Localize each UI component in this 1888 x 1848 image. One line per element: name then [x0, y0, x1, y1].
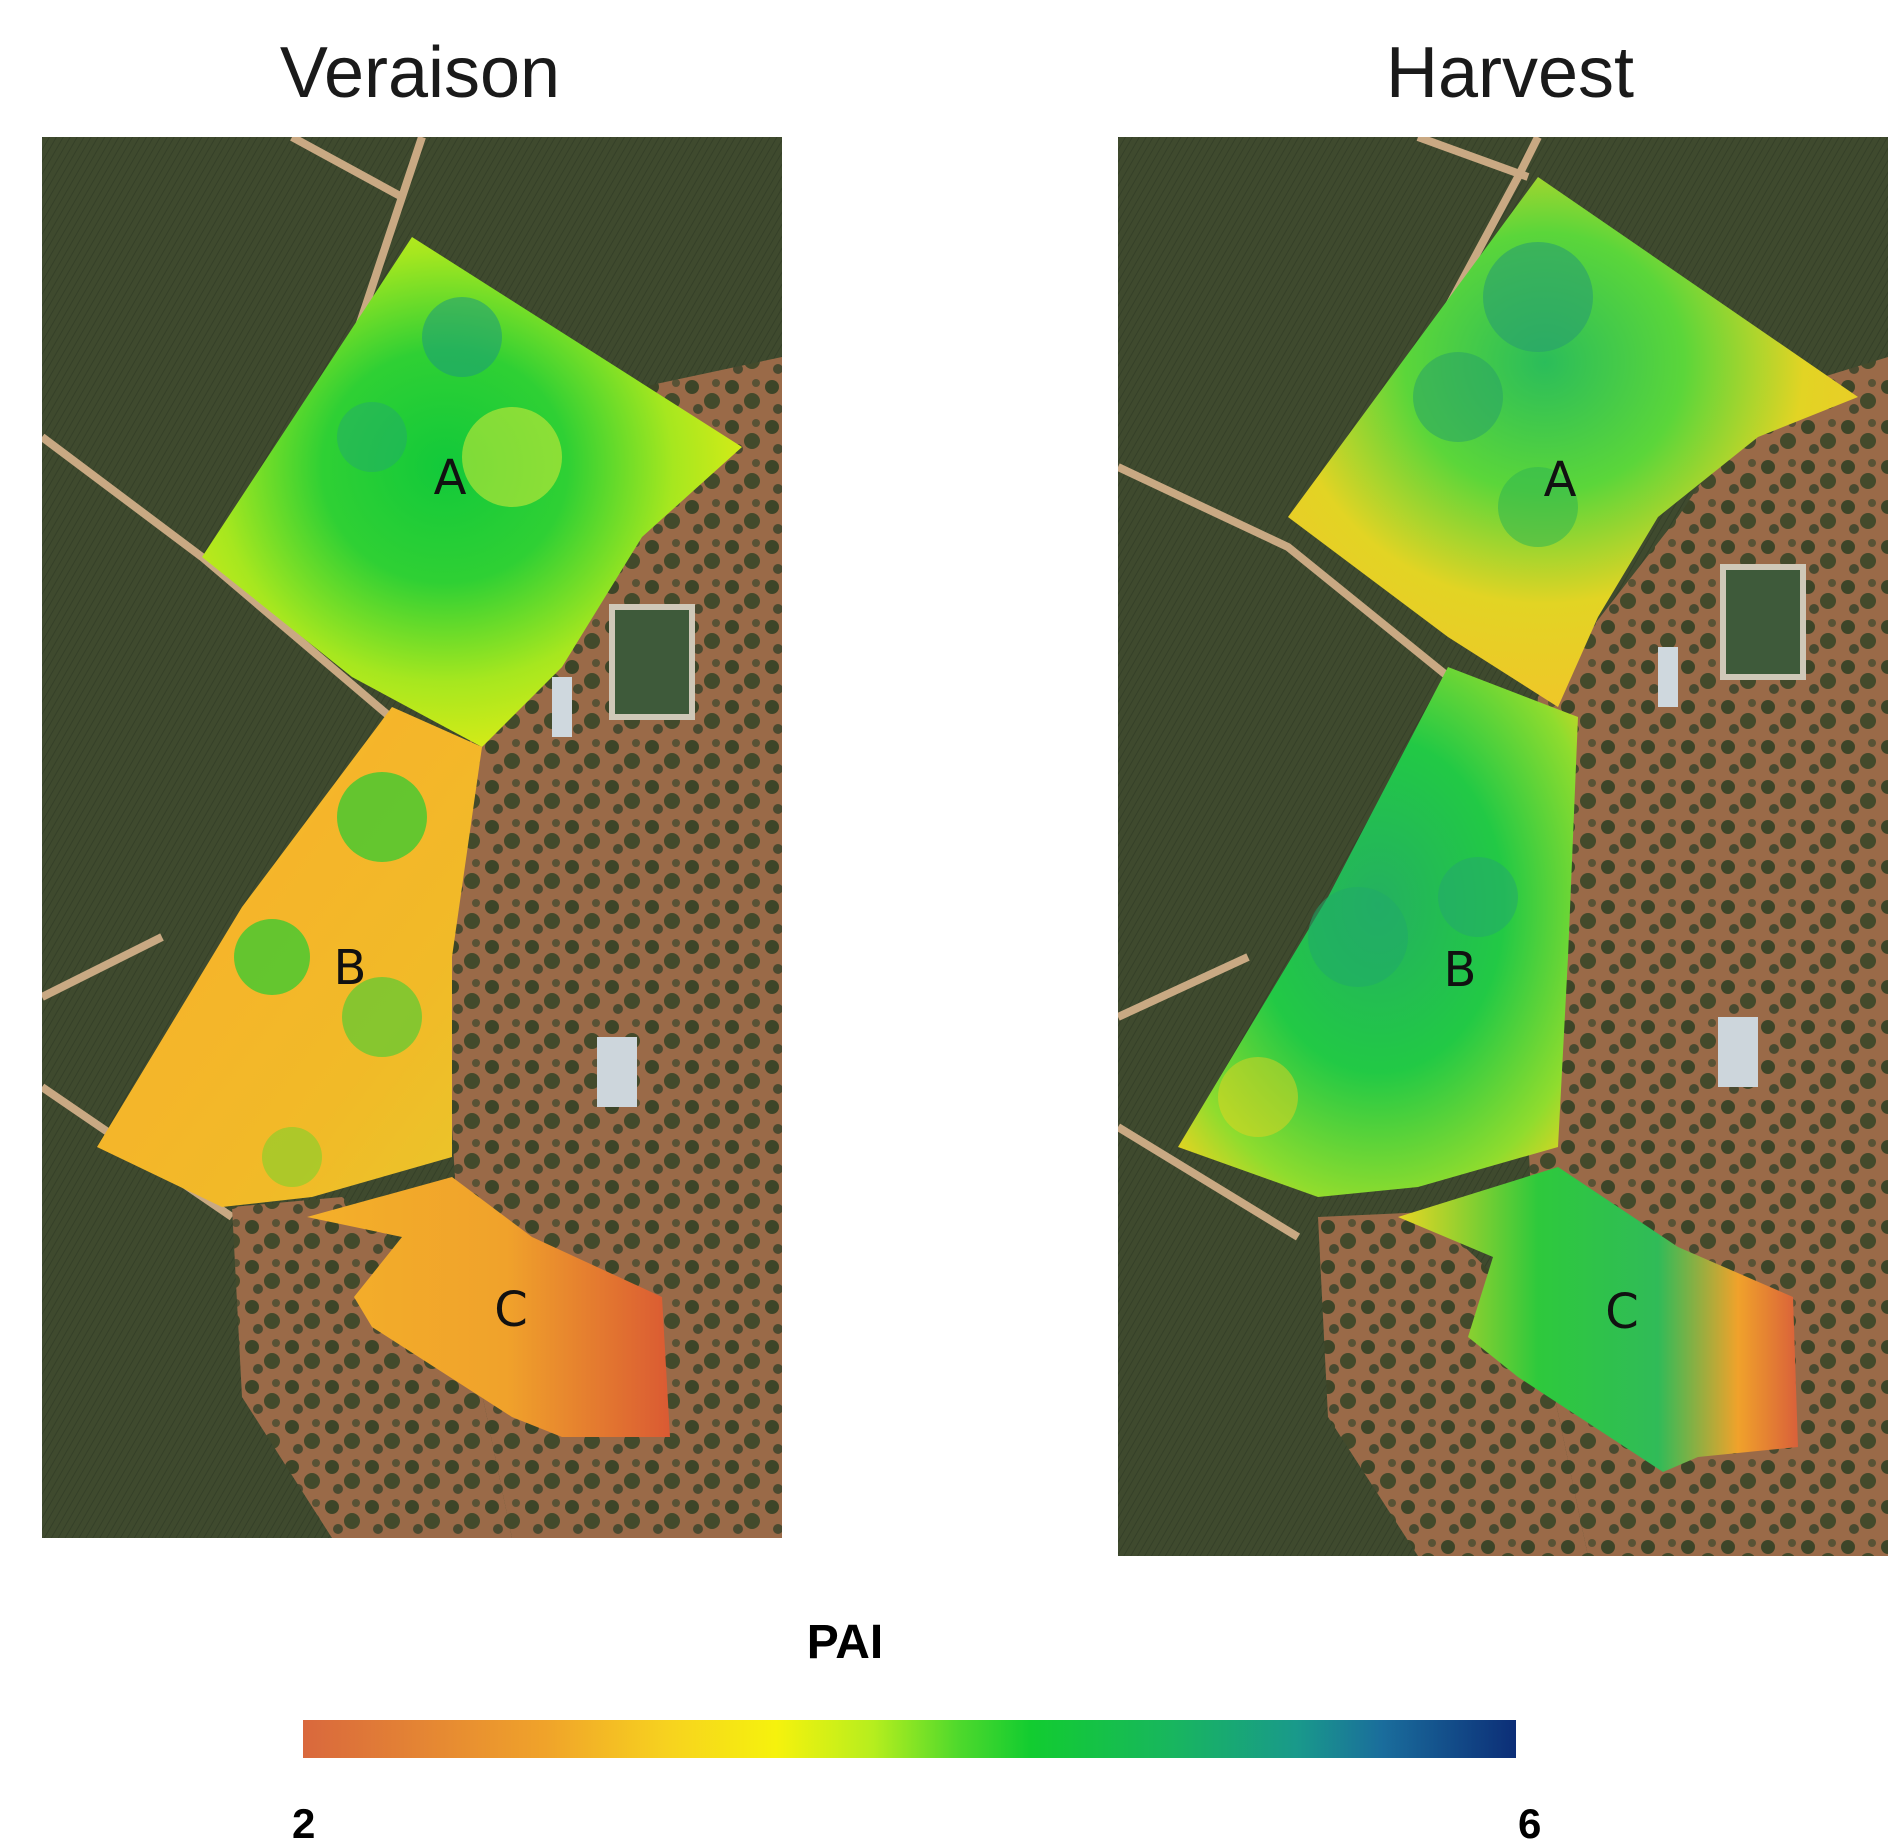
colorbar-min-label: 2 — [292, 1800, 316, 1847]
zone-label-b-harvest: B — [1443, 942, 1477, 998]
panel-title-harvest: Harvest — [1385, 33, 1635, 113]
panel-title-veraison: Veraison — [279, 33, 561, 113]
zone-label-a-harvest: A — [1543, 452, 1577, 508]
zone-label-c-harvest: C — [1605, 1284, 1639, 1340]
zone-label-c-veraison: C — [494, 1282, 528, 1338]
zone-a-veraison — [202, 237, 742, 747]
colorbar — [303, 1720, 1516, 1758]
map-harvest — [1118, 137, 1888, 1556]
zone-label-b-veraison: B — [333, 940, 367, 996]
colorbar-max-label: 6 — [1518, 1800, 1542, 1847]
zone-c-veraison — [307, 1177, 670, 1437]
zone-label-a-veraison: A — [433, 450, 467, 506]
zone-c-harvest — [1398, 1167, 1798, 1472]
colorbar-title: PAI — [806, 1616, 884, 1669]
zone-a-harvest — [1288, 177, 1858, 707]
map-veraison — [42, 137, 782, 1538]
